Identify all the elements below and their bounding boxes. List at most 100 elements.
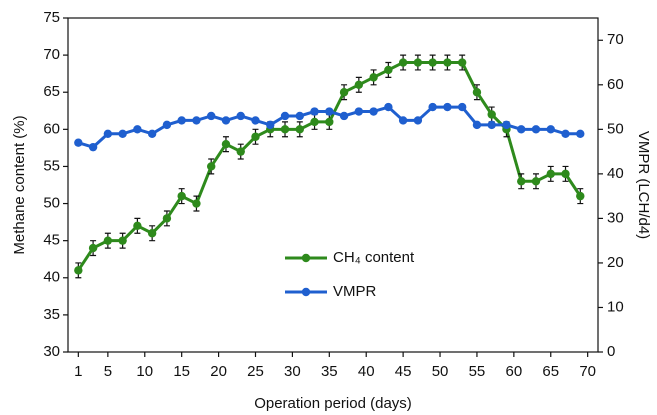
point: [162, 214, 172, 223]
point: [531, 125, 541, 134]
point: [221, 139, 231, 149]
y-tick-label: 30: [43, 343, 60, 360]
point: [384, 102, 393, 112]
x-axis-label: Operation period (days): [254, 395, 412, 412]
point: [354, 107, 364, 116]
point: [88, 142, 98, 152]
point: [546, 169, 555, 179]
x-tick-label: 15: [173, 363, 190, 380]
point: [118, 129, 127, 138]
point: [443, 58, 452, 67]
legend-marker: [301, 287, 311, 297]
y2-axis-label: VMPR (LCH/d4): [635, 131, 652, 239]
point: [236, 111, 245, 121]
y2-tick-label: 30: [607, 209, 624, 226]
point: [88, 243, 98, 253]
y2-tick-label: 40: [607, 165, 624, 182]
point: [428, 102, 437, 112]
point: [472, 120, 482, 130]
point: [546, 125, 555, 134]
point: [561, 129, 570, 138]
x-tick-label: 25: [247, 363, 264, 380]
point: [310, 117, 319, 127]
point: [472, 88, 482, 97]
y2-tick-label: 0: [607, 343, 615, 360]
x-tick-label: 5: [104, 363, 112, 380]
point: [517, 125, 526, 134]
y2-tick-label: 50: [607, 120, 624, 137]
point: [280, 111, 290, 121]
point: [147, 229, 157, 238]
point: [325, 107, 334, 116]
legend-label: CH₄ content: [333, 249, 415, 266]
y-tick-label: 50: [43, 195, 60, 212]
point: [177, 191, 186, 201]
point: [561, 169, 570, 179]
point: [428, 58, 437, 67]
point: [162, 120, 172, 130]
y2-tick-label: 10: [607, 298, 624, 315]
y-tick-label: 70: [43, 46, 60, 63]
x-tick-label: 65: [542, 363, 559, 380]
y2-tick-label: 70: [607, 31, 624, 48]
y2-tick-label: 60: [607, 76, 624, 93]
y-tick-label: 45: [43, 232, 60, 249]
y-tick-label: 60: [43, 120, 60, 137]
point: [251, 132, 260, 141]
y-tick-label: 40: [43, 269, 60, 286]
point: [133, 125, 142, 134]
y2-tick-label: 20: [607, 254, 624, 271]
x-tick-label: 60: [506, 363, 523, 380]
point: [74, 138, 83, 147]
point: [487, 120, 496, 130]
point: [384, 65, 393, 75]
point: [251, 116, 260, 125]
point: [207, 162, 216, 171]
point: [576, 129, 585, 138]
x-tick-label: 45: [395, 363, 412, 380]
point: [398, 116, 408, 125]
point: [177, 116, 186, 125]
x-tick-label: 40: [358, 363, 375, 380]
y-tick-label: 55: [43, 157, 60, 174]
y-tick-label: 65: [43, 83, 60, 100]
plot-frame: [67, 17, 599, 353]
y-tick-label: 35: [43, 306, 60, 323]
point: [339, 88, 349, 97]
point: [236, 147, 245, 156]
x-tick-label: 55: [469, 363, 486, 380]
point: [221, 116, 231, 125]
point: [339, 111, 349, 121]
point: [207, 111, 216, 121]
point: [531, 177, 541, 186]
point: [280, 125, 290, 134]
point: [487, 110, 496, 119]
point: [103, 129, 113, 138]
point: [369, 73, 378, 82]
legend-label: VMPR: [333, 283, 377, 300]
point: [192, 199, 201, 208]
point: [576, 191, 585, 201]
point: [354, 80, 364, 90]
point: [295, 111, 304, 121]
point: [118, 236, 127, 245]
x-tick-label: 50: [432, 363, 449, 380]
y-tick-label: 75: [43, 9, 60, 26]
x-tick-label: 70: [579, 363, 596, 380]
point: [457, 58, 467, 67]
point: [443, 102, 452, 112]
y-axis-label: Methane content (%): [11, 115, 28, 254]
legend-marker: [301, 253, 311, 263]
point: [517, 177, 526, 186]
point: [133, 221, 142, 231]
point: [502, 120, 511, 130]
x-tick-label: 1: [74, 363, 82, 380]
x-tick-label: 35: [321, 363, 338, 380]
point: [369, 107, 378, 116]
series-line: [77, 61, 582, 272]
point: [457, 102, 467, 112]
x-tick-label: 30: [284, 363, 301, 380]
point: [398, 58, 408, 67]
x-tick-label: 10: [136, 363, 153, 380]
